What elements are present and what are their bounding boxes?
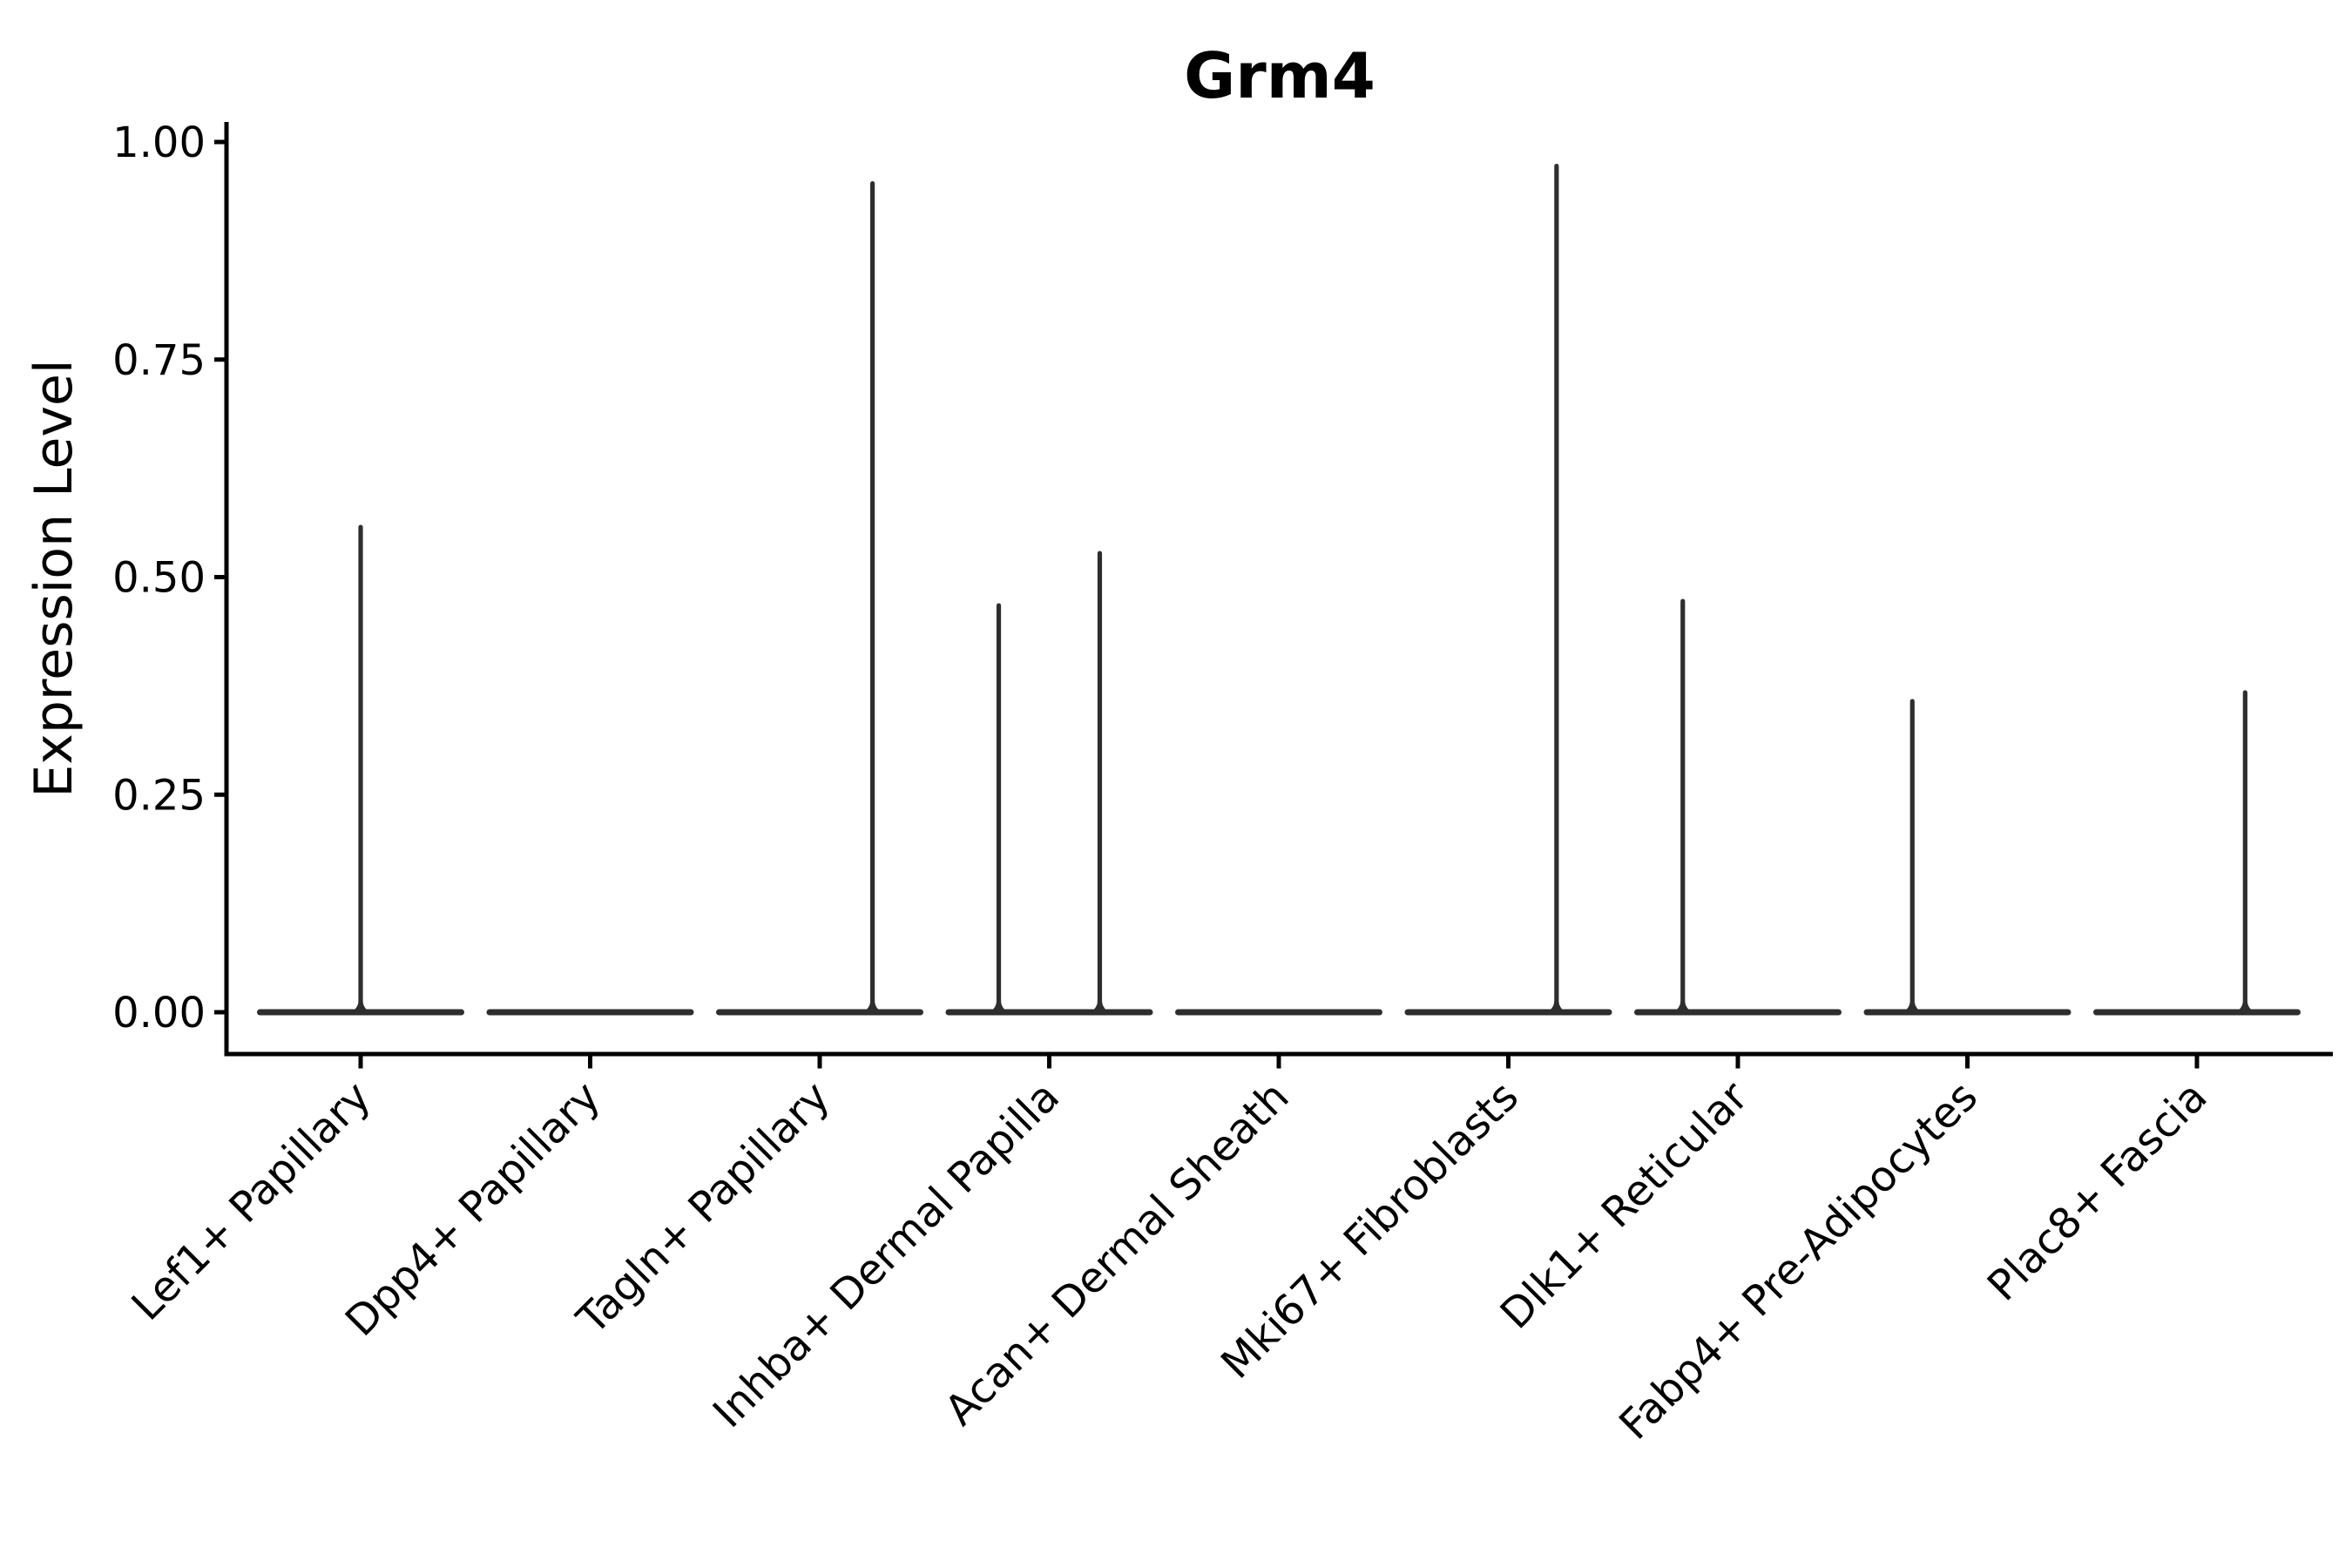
x-tick-label: Lef1+ Papillary bbox=[123, 1072, 381, 1330]
y-tick-label: 1.00 bbox=[112, 118, 206, 167]
violin-body bbox=[1404, 1009, 1612, 1016]
y-tick-label: 0.50 bbox=[112, 554, 206, 603]
violin bbox=[257, 524, 464, 1016]
violin-spike bbox=[1090, 551, 1110, 1012]
violin bbox=[1404, 163, 1612, 1016]
violin bbox=[2093, 690, 2301, 1016]
y-tick-label: 0.00 bbox=[112, 989, 206, 1037]
violin-body bbox=[1634, 1009, 1842, 1016]
y-tick-label: 0.25 bbox=[112, 771, 206, 820]
violin-body bbox=[486, 1009, 694, 1016]
violin bbox=[486, 1009, 694, 1016]
violin-spike bbox=[862, 180, 882, 1012]
violin-spike bbox=[1546, 163, 1566, 1013]
violin-body bbox=[1175, 1009, 1382, 1016]
violin bbox=[716, 180, 923, 1016]
violin-spike bbox=[2235, 690, 2255, 1012]
violin-body bbox=[945, 1009, 1153, 1016]
violin-spike bbox=[1903, 699, 1923, 1012]
violin-body bbox=[1863, 1009, 2072, 1016]
y-axis-label: Expression Level bbox=[24, 359, 84, 797]
violin bbox=[1634, 598, 1842, 1016]
chart-title: Grm4 bbox=[1184, 39, 1375, 112]
y-axis-ticks: 0.00 0.25 0.50 0.75 1.00 bbox=[112, 118, 226, 1037]
violin bbox=[945, 551, 1153, 1016]
x-tick-label: Plac8+ Fascia bbox=[1978, 1072, 2217, 1311]
violin bbox=[1863, 699, 2072, 1016]
y-tick-label: 0.75 bbox=[112, 336, 206, 385]
x-tick-label: Tagln+ Papillary bbox=[567, 1072, 839, 1344]
x-tick-label: Dpp4+ Papillary bbox=[336, 1072, 610, 1346]
violin-spike bbox=[1673, 598, 1693, 1012]
violin-spike bbox=[989, 603, 1009, 1012]
violin-body bbox=[2093, 1009, 2301, 1016]
violins bbox=[257, 163, 2301, 1016]
violin bbox=[1175, 1009, 1382, 1016]
violin-body bbox=[716, 1009, 923, 1016]
axes-spines bbox=[224, 122, 2333, 1057]
x-tick-label: Dlk1+ Reticular bbox=[1491, 1072, 1758, 1339]
violin-spike bbox=[351, 524, 370, 1012]
